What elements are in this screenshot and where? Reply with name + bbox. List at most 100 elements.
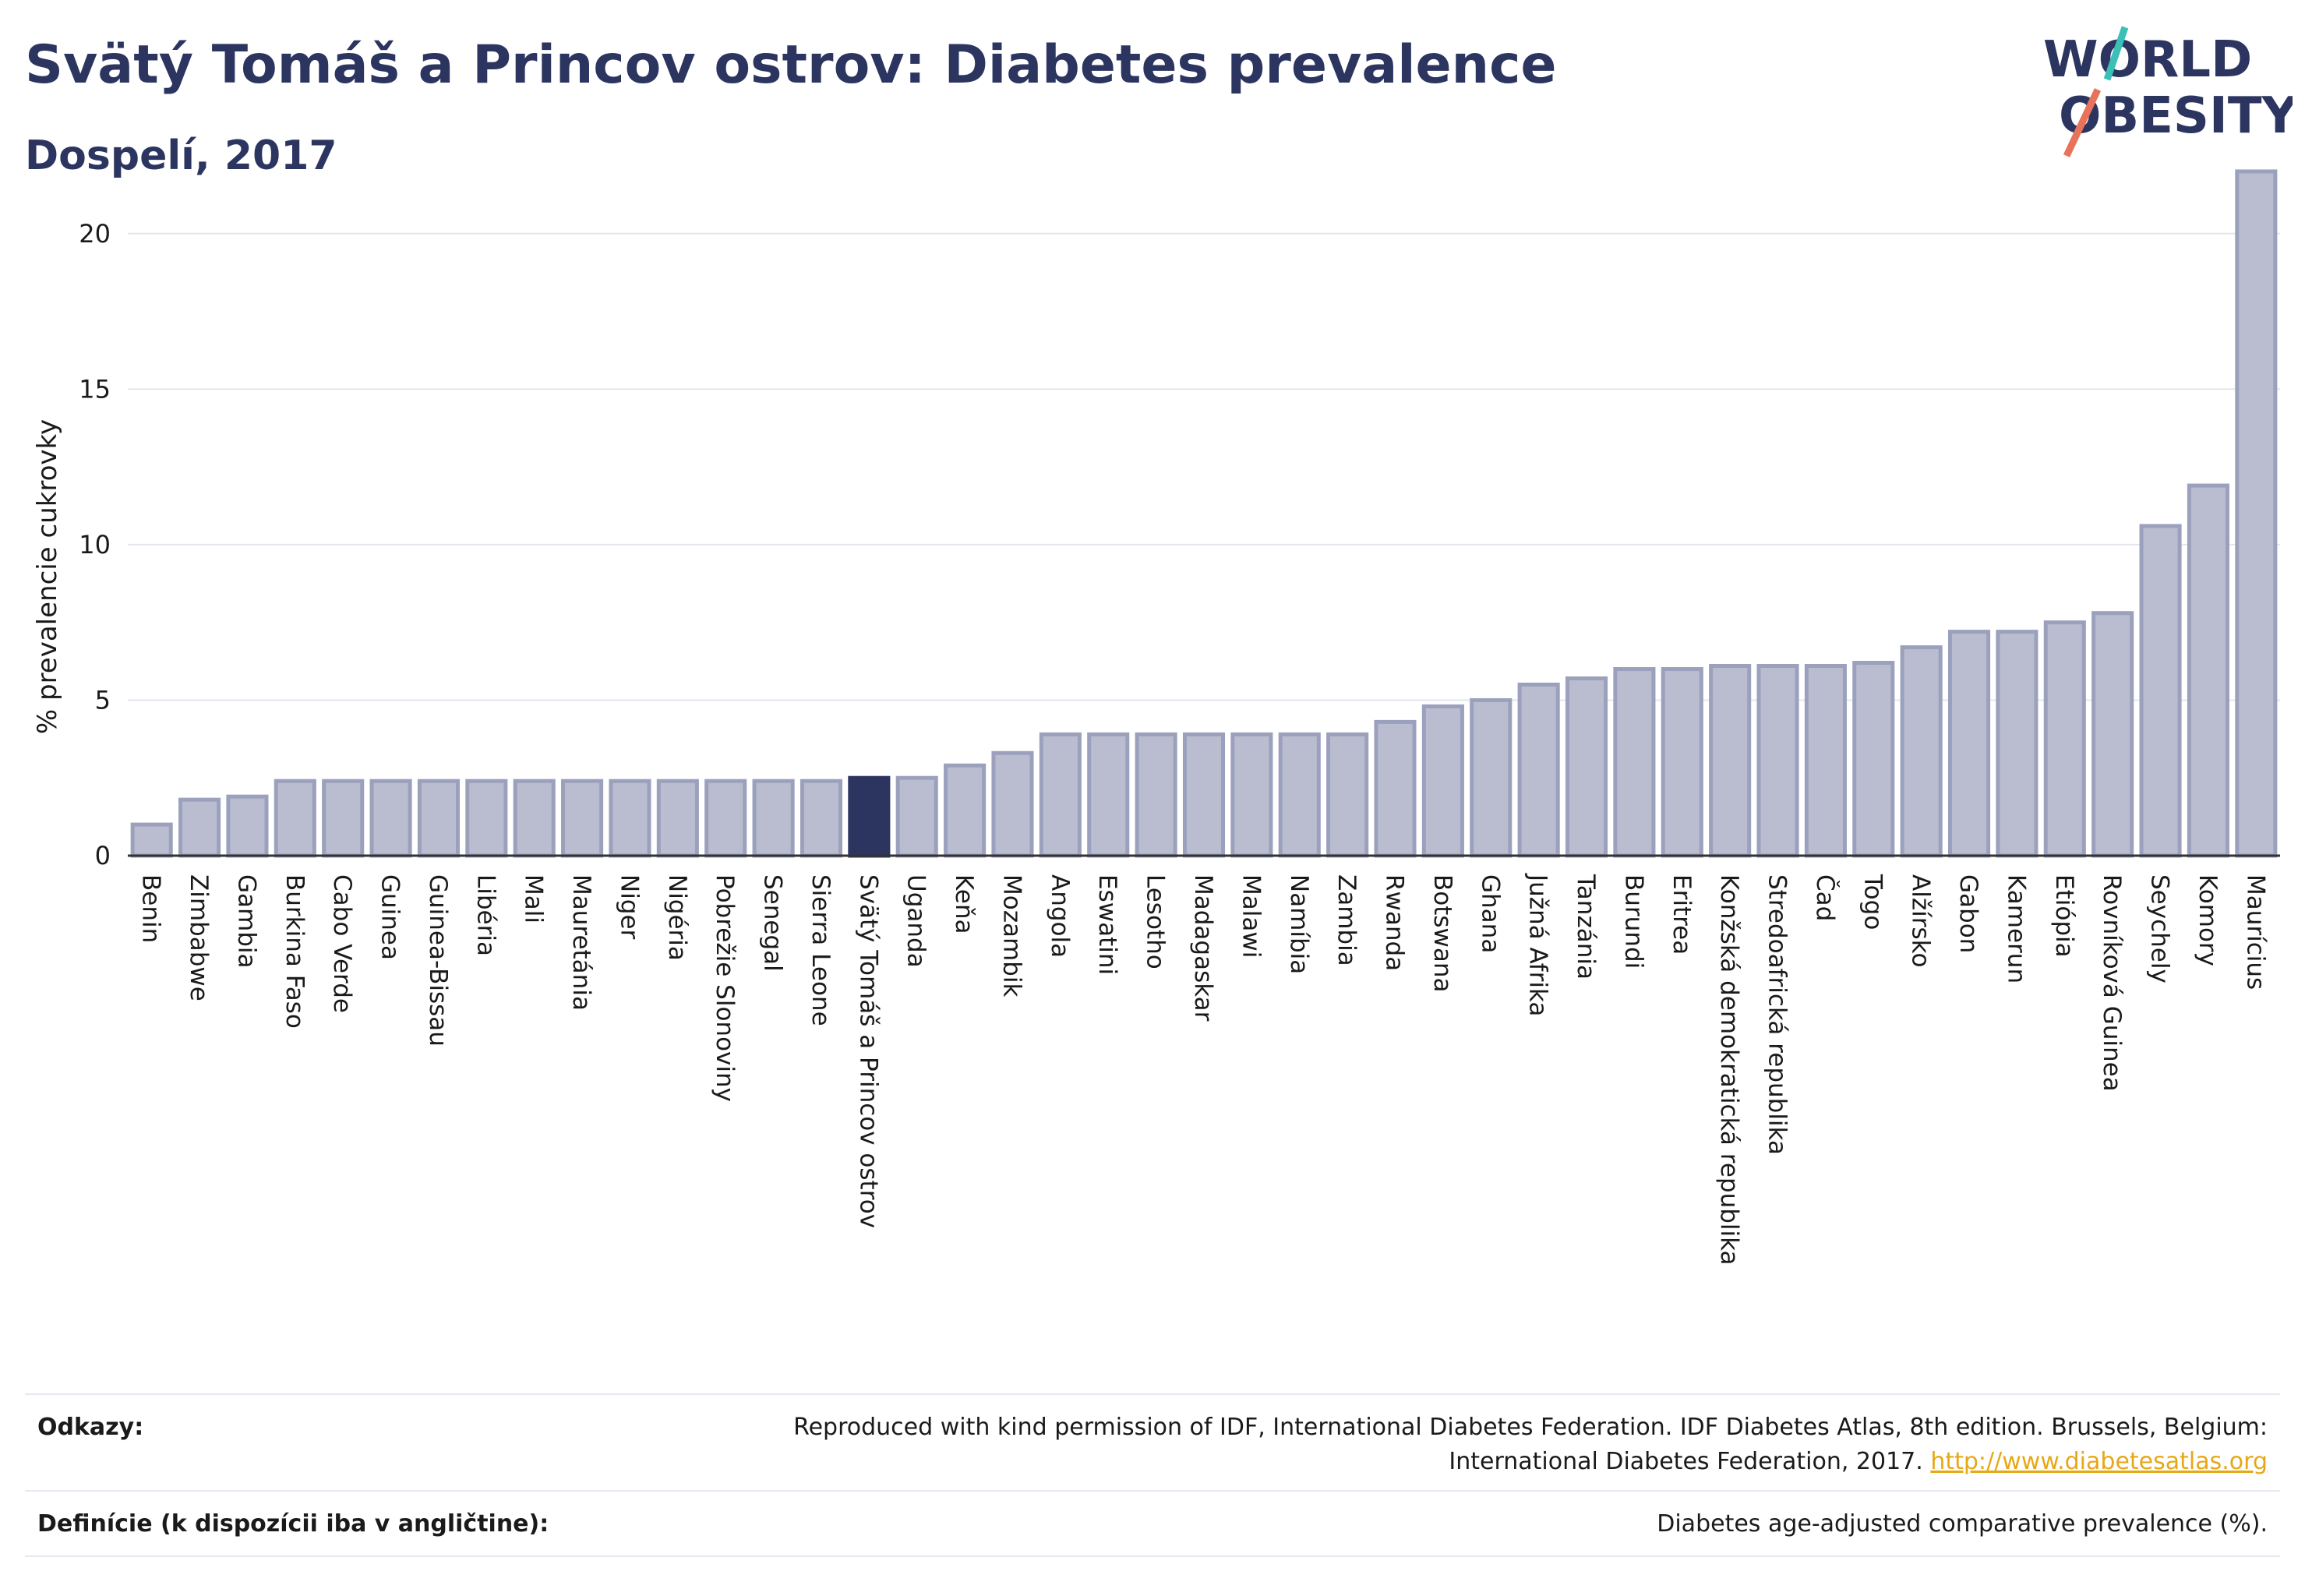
x-tick-label: Libéria (471, 874, 499, 956)
x-axis-labels: Benin Zimbabwe Gambia Burkina Faso Cabo Verd… (137, 873, 2270, 1266)
bar (465, 779, 508, 858)
bar (1900, 645, 1943, 858)
bar (1852, 661, 1895, 858)
x-tick-label: Burundi (1619, 874, 1647, 969)
x-tick-label: Benin (137, 874, 165, 943)
x-tick-label: Burkina Faso (281, 874, 309, 1029)
bar (178, 797, 221, 858)
bar-highlight (848, 775, 891, 858)
x-tick-label: Rwanda (1381, 874, 1409, 971)
bar (2139, 524, 2182, 858)
x-tick-label: Stredoafrická republika (1763, 874, 1791, 1155)
footer-rule-bottom (25, 1555, 2280, 1557)
bar (561, 779, 604, 858)
x-tick-label: Pobrežie Slonoviny (711, 874, 739, 1102)
bar (991, 750, 1034, 858)
bar (704, 779, 747, 858)
x-tick-label: Namíbia (1285, 874, 1313, 974)
y-tick-label: 0 (95, 841, 111, 870)
x-tick-label: Angola (1046, 874, 1074, 958)
x-tick-label: Nigéria (663, 874, 691, 961)
x-tick-label: Eritrea (1668, 874, 1696, 955)
x-tick-label: Mauretánia (567, 874, 595, 1011)
x-tick-label: Madagaskar (1189, 874, 1217, 1022)
bar (895, 775, 938, 858)
x-tick-label: Mali (520, 874, 548, 923)
sources-line-2-text: International Diabetes Federation, 2017. (1449, 1448, 1923, 1475)
sources-label: Odkazy: (37, 1414, 144, 1441)
bar (1709, 664, 1752, 858)
bar (1947, 630, 1991, 858)
x-tick-label: Keňa (950, 874, 978, 934)
sources-row: Odkazy: Reproduced with kind permission … (25, 1411, 2280, 1488)
y-axis-label: % prevalencie cukrovky (32, 419, 63, 734)
bar (800, 779, 843, 858)
bar (1470, 697, 1513, 858)
x-tick-label: Južná Afrika (1524, 873, 1552, 1016)
sources-line-1: Reproduced with kind permission of IDF, … (793, 1414, 2268, 1441)
x-tick-label: Seychely (2146, 874, 2174, 983)
bar (1421, 704, 1464, 858)
bar (226, 794, 269, 858)
bar (1087, 732, 1130, 858)
definition-label: Definície (k dispozícii iba v angličtine… (37, 1510, 549, 1538)
x-tick-label: Niger (615, 874, 643, 940)
x-tick-label: Eswatini (1093, 874, 1121, 975)
bars (130, 169, 2278, 858)
logo-slash-coral (2063, 88, 2102, 157)
x-tick-label: Senegal (759, 874, 787, 972)
y-tick-label: 10 (79, 530, 111, 560)
x-tick-label: Čad (1811, 874, 1840, 921)
x-tick-label: Zambia (1333, 874, 1361, 966)
logo-text-world: WORLD (2043, 31, 2252, 89)
bar (513, 779, 556, 858)
bar (1996, 630, 2038, 858)
bar (2187, 483, 2229, 858)
bar (369, 779, 412, 858)
bar (1565, 676, 1608, 858)
bar (417, 779, 461, 858)
x-tick-label: Alžírsko (1907, 874, 1935, 967)
bar (1517, 682, 1560, 858)
x-tick-label: Malawi (1237, 874, 1265, 958)
sources-text: Reproduced with kind permission of IDF, … (793, 1411, 2268, 1479)
definition-row: Definície (k dispozícii iba v angličtine… (25, 1507, 2280, 1554)
x-tick-label: Togo (1858, 874, 1887, 930)
y-tick-label: 15 (79, 374, 111, 404)
bar (322, 779, 365, 858)
x-tick-label: Maurícius (2241, 874, 2269, 990)
x-tick-label: Lesotho (1142, 874, 1170, 969)
bar (1230, 732, 1273, 858)
bar (1182, 732, 1226, 858)
sources-link[interactable]: http://www.diabetesatlas.org (1930, 1448, 2268, 1475)
x-tick-label: Sierra Leone (807, 874, 835, 1026)
x-tick-label: Komory (2194, 874, 2222, 966)
x-tick-label: Ghana (1476, 874, 1504, 953)
x-tick-label: Kamerun (2002, 874, 2030, 983)
bar (1135, 732, 1177, 858)
bar (1374, 719, 1417, 858)
bar-chart: 0 5 10 15 20 Benin Zimbabwe Gambia Burkina Faso… (32, 169, 2280, 1266)
bar (656, 779, 699, 858)
x-tick-label: Zimbabwe (185, 874, 213, 1001)
x-tick-label: Mozambik (997, 874, 1025, 997)
x-tick-label: Botswana (1428, 874, 1456, 993)
bar (1756, 664, 1799, 858)
x-tick-label: Gabon (1954, 874, 1982, 953)
y-tick-label: 5 (95, 685, 111, 715)
x-tick-label: Konžská demokratická republika (1715, 874, 1743, 1266)
x-tick-label: Tanzánia (1572, 874, 1600, 980)
chart-title: Svätý Tomáš a Princov ostrov: Diabetes p… (25, 34, 1557, 96)
definition-text: Diabetes age-adjusted comparative preval… (1657, 1510, 2268, 1538)
x-tick-label: Rovníková Guinea (2098, 874, 2126, 1092)
x-tick-label: Guinea-Bissau (424, 874, 452, 1047)
bar (1804, 664, 1847, 858)
bar (1039, 732, 1082, 858)
x-tick-label: Cabo Verde (328, 874, 356, 1013)
world-obesity-logo: WORLD OBESITY (2043, 26, 2293, 157)
bar (609, 779, 651, 858)
bar (1326, 732, 1369, 858)
footer-rule-top (25, 1393, 2280, 1395)
bar (944, 763, 987, 858)
footer-rule-middle (25, 1490, 2280, 1492)
